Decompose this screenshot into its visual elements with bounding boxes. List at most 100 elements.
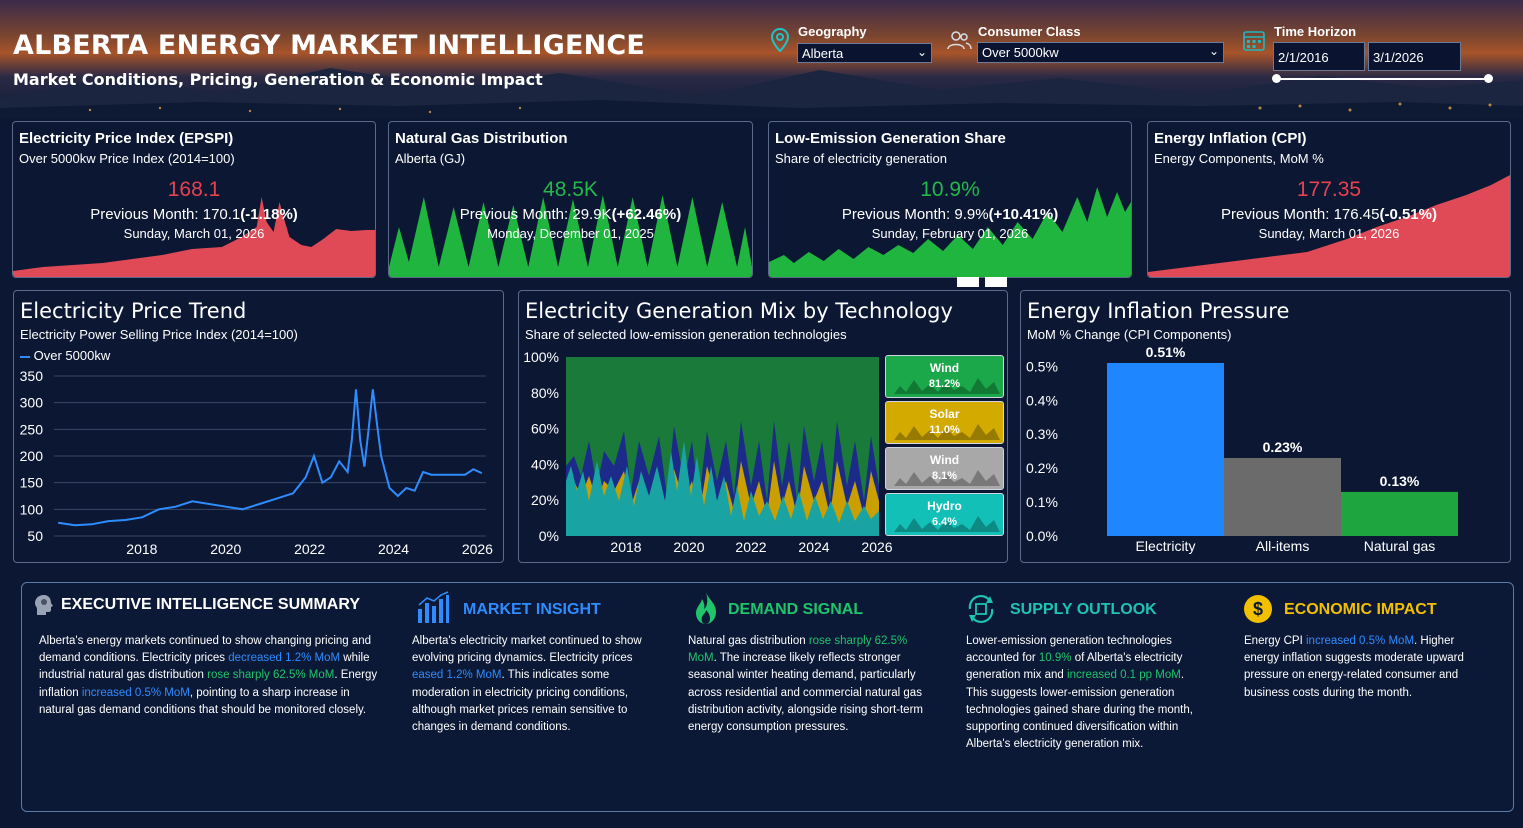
text-part: . This indicates some moderation in elec… [412, 669, 629, 734]
end-date-value: 3/1/2026 [1373, 50, 1424, 65]
legend-tile-hydro[interactable]: Hydro 6.4% [885, 493, 1004, 536]
legend-swatch [20, 355, 30, 358]
kpi-title: Low-Emission Generation Share [775, 130, 1006, 147]
summary-text: Energy CPI increased 0.5% MoM. Higher en… [1244, 633, 1469, 702]
kpi-change: (-1.18%) [240, 206, 298, 223]
legend-tile-wind[interactable]: Wind 81.2% [885, 355, 1004, 398]
svg-text:$: $ [1253, 599, 1263, 619]
text-part: Alberta's electricity market continued t… [412, 635, 642, 665]
highlight: rose sharply 62.5% MoM [688, 635, 908, 665]
brain-head-icon [35, 595, 53, 615]
legend-value: 6.4% [931, 516, 958, 528]
x-tick-label: 2022 [294, 541, 325, 557]
y-tick-label: 80% [531, 385, 559, 401]
panel-title: Electricity Generation Mix by Technology [525, 299, 953, 323]
kpi-card-energy-cpi[interactable]: Energy Inflation (CPI) Energy Components… [1147, 121, 1511, 278]
legend-name: Wind [929, 361, 960, 375]
price-trend-panel[interactable]: Electricity Price Trend Electricity Powe… [13, 290, 504, 563]
text-part: Alberta's energy markets continued to sh… [39, 635, 372, 665]
y-tick-label: 100 [20, 501, 44, 517]
chevron-down-icon: ⌄ [1208, 44, 1219, 58]
page-title: ALBERTA ENERGY MARKET INTELLIGENCE [13, 30, 646, 61]
y-tick-label: 0.4% [1026, 392, 1058, 408]
x-category-label: Electricity [1136, 538, 1196, 554]
inflation-bar-chart[interactable]: 0.0% 0.1% 0.2% 0.3% 0.4% 0.5% 0.51% Electricity… [1021, 291, 1511, 563]
panel-title: Electricity Price Trend [20, 299, 247, 323]
summary-title: EXECUTIVE INTELLIGENCE SUMMARY [61, 596, 360, 613]
x-tick-label: 2018 [610, 539, 641, 555]
x-tick-label: 2018 [126, 541, 157, 557]
text-part: Energy CPI [1244, 635, 1306, 647]
highlight: increased 0.5% MoM [81, 686, 190, 699]
y-tick-label: 0.1% [1026, 494, 1058, 510]
bar-natural-gas[interactable] [1341, 491, 1458, 536]
consumer-class-label: Consumer Class [978, 24, 1081, 39]
legend-tile-wind[interactable]: Wind 8.1% [885, 447, 1004, 490]
hydro-area [566, 441, 879, 536]
kpi-card-natural-gas[interactable]: Natural Gas Distribution Alberta (GJ) 48… [388, 121, 753, 278]
generation-mix-chart[interactable]: 0% 20% 40% 60% 80% 100% 2018 2020 2022 2024 2026 [519, 291, 1008, 563]
kpi-sparkline [1148, 175, 1510, 277]
y-tick-label: 20% [531, 492, 559, 508]
panel-title: Energy Inflation Pressure [1027, 299, 1290, 323]
bar-chart-icon [418, 591, 449, 623]
summary-title: SUPPLY OUTLOOK [1010, 601, 1157, 618]
y-tick-label: 0% [539, 528, 559, 544]
chart-legend[interactable]: Over 5000kw [20, 348, 110, 363]
legend-name: Wind [929, 453, 960, 467]
kpi-previous-label: Previous Month: 9.9% [841, 206, 989, 223]
page-subtitle: Market Conditions, Pricing, Generation &… [13, 70, 543, 89]
consumer-class-value: Over 5000kw [982, 45, 1059, 60]
x-tick-label: 2020 [673, 539, 704, 555]
kpi-date: Sunday, March 01, 2026 [1258, 226, 1400, 241]
x-category-label: All-items [1256, 538, 1310, 554]
bar-data-label: 0.23% [1263, 439, 1303, 455]
legend-tile-solar[interactable]: Solar 11.0% [885, 401, 1004, 444]
start-date-value: 2/1/2016 [1278, 50, 1329, 65]
summary-text: Lower-emission generation technologies a… [966, 633, 1206, 753]
kpi-subtitle: Share of electricity generation [775, 151, 947, 166]
start-date-input[interactable]: 2/1/2016 [1273, 42, 1365, 71]
consumer-class-dropdown[interactable]: Over 5000kw ⌄ [977, 42, 1224, 63]
y-tick-label: 350 [20, 368, 44, 384]
bar-all-items[interactable] [1224, 457, 1341, 536]
kpi-date: Monday, December 01, 2025 [487, 226, 654, 241]
x-tick-label: 2026 [462, 541, 493, 557]
y-tick-label: 150 [20, 475, 44, 491]
generation-mix-panel[interactable]: Electricity Generation Mix by Technology… [518, 290, 1008, 563]
y-tick-label: 40% [531, 456, 559, 472]
y-tick-label: 0.2% [1026, 460, 1058, 476]
end-date-input[interactable]: 3/1/2026 [1368, 42, 1461, 71]
kpi-date: Sunday, February 01, 2026 [871, 226, 1029, 241]
calendar-icon [1243, 31, 1265, 51]
y-tick-label: 300 [20, 395, 44, 411]
series-line[interactable] [58, 389, 483, 527]
price-trend-chart[interactable]: 50 100 150 200 250 300 350 2018 2020 2022 2024 2026 [14, 291, 504, 563]
legend-name: Hydro [927, 499, 962, 513]
x-tick-label: 2020 [210, 541, 241, 557]
slider-start-handle[interactable] [1272, 74, 1281, 83]
summary-text: Alberta's electricity market continued t… [412, 633, 657, 736]
kpi-subtitle: Alberta (GJ) [395, 151, 466, 166]
date-range-slider[interactable] [1276, 78, 1488, 80]
legend-sparkline [894, 424, 1000, 440]
kpi-title: Natural Gas Distribution [395, 130, 568, 147]
inflation-pressure-panel[interactable]: Energy Inflation Pressure MoM % Change (… [1020, 290, 1511, 563]
slider-end-handle[interactable] [1484, 74, 1493, 83]
dollar-coin-icon: $ [1244, 595, 1272, 623]
kpi-sparkline [769, 187, 1131, 277]
x-tick-label: 2022 [735, 539, 766, 555]
kpi-subtitle: Energy Components, MoM % [1154, 151, 1324, 166]
highlight: eased 1.2% MoM [412, 669, 502, 682]
kpi-card-epspi[interactable]: Electricity Price Index (EPSPI) Over 500… [12, 121, 376, 278]
summary-text: Alberta's energy markets continued to sh… [39, 633, 379, 719]
kpi-card-low-emission[interactable]: Low-Emission Generation Share Share of e… [768, 121, 1132, 278]
geography-dropdown[interactable]: Alberta ⌄ [797, 43, 932, 63]
kpi-date: Sunday, March 01, 2026 [123, 226, 265, 241]
kpi-subtitle: Over 5000kw Price Index (2014=100) [19, 151, 235, 166]
x-tick-label: 2024 [378, 541, 409, 557]
y-tick-label: 50 [27, 528, 43, 544]
bar-electricity[interactable] [1107, 362, 1224, 536]
kpi-previous: Previous Month: 176.45(-0.51%) [1148, 206, 1510, 223]
x-tick-label: 2024 [798, 539, 829, 555]
